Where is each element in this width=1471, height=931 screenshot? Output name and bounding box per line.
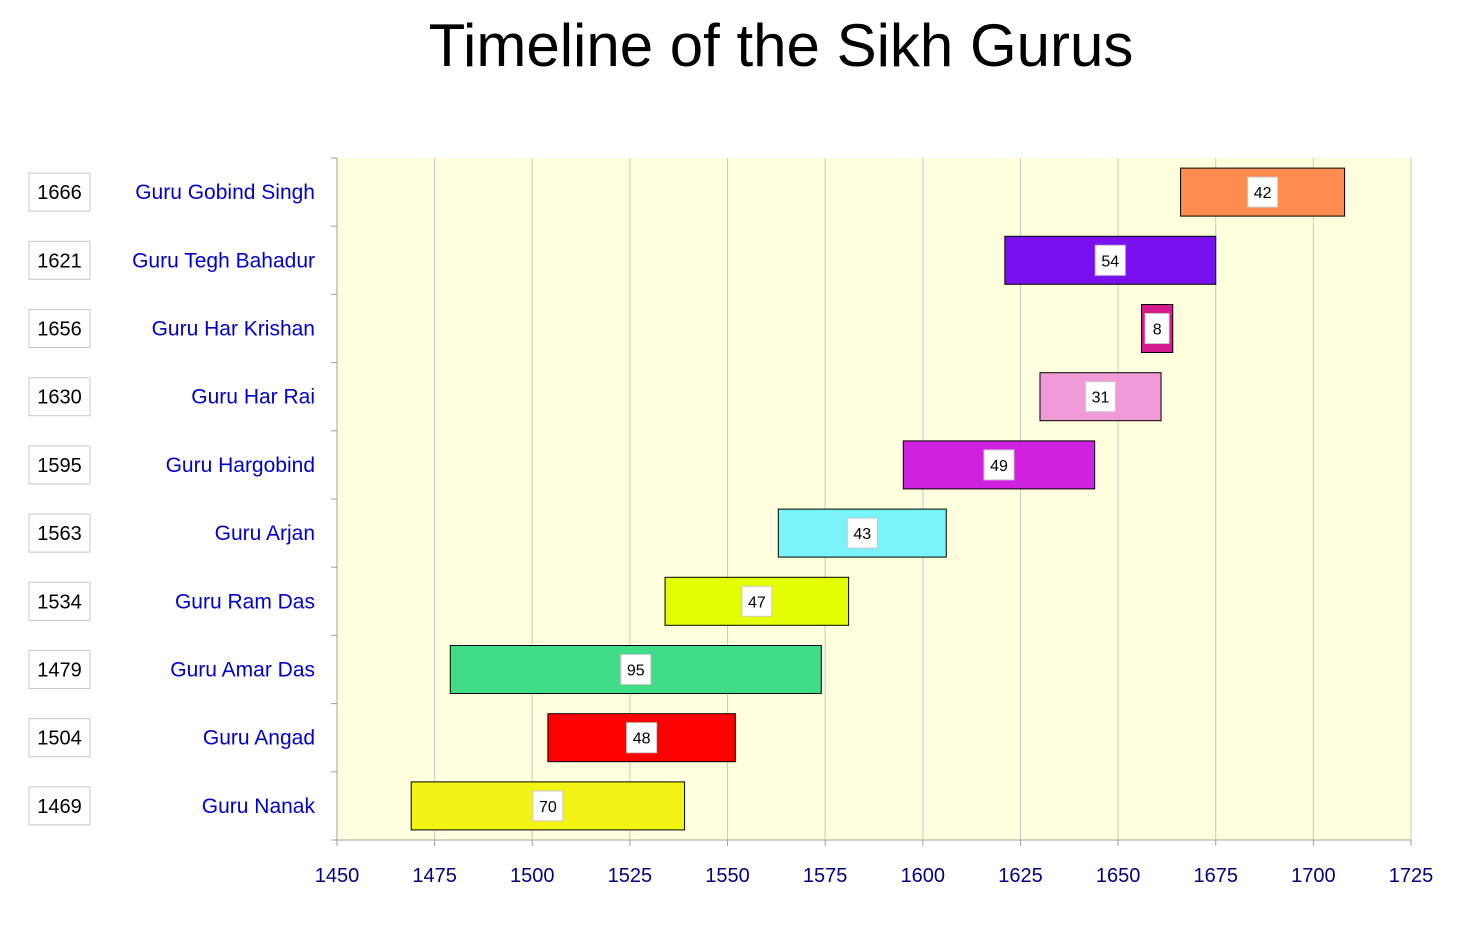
start-year-label: 1656 <box>37 319 82 341</box>
guru-name-label: Guru Amar Das <box>170 659 315 682</box>
duration-label: 8 <box>1153 322 1162 339</box>
duration-label-box <box>626 722 658 754</box>
start-year-box <box>28 240 91 280</box>
start-year-label: 1666 <box>37 182 82 204</box>
duration-label: 48 <box>633 731 651 748</box>
start-year-box <box>28 377 91 417</box>
duration-label: 70 <box>539 799 557 816</box>
x-tick-label: 1675 <box>1193 865 1238 887</box>
duration-label: 49 <box>990 458 1008 475</box>
guru-name-label: Guru Ram Das <box>175 590 315 613</box>
guru-name-label: Guru Tegh Bahadur <box>132 249 315 272</box>
start-year-label: 1563 <box>37 523 82 545</box>
start-year-box <box>28 513 91 553</box>
duration-label: 42 <box>1254 185 1272 202</box>
x-tick-label: 1625 <box>998 865 1043 887</box>
duration-label: 95 <box>627 663 645 680</box>
duration-label: 54 <box>1101 253 1119 270</box>
start-year-label: 1621 <box>37 250 82 272</box>
duration-label-box <box>532 790 564 822</box>
x-tick-label: 1650 <box>1096 865 1141 887</box>
duration-label-box <box>1144 313 1170 344</box>
x-tick-label: 1450 <box>315 865 360 887</box>
duration-label-box <box>983 449 1015 481</box>
guru-name-label: Guru Arjan <box>215 522 315 545</box>
axis-layer: 1450 1475 1500 1525 1550 1575 1600 1625 1650 1675… <box>315 157 1434 887</box>
start-year-label: 1479 <box>37 660 82 682</box>
x-tick-label: 1525 <box>608 865 653 887</box>
x-tick-label: 1475 <box>412 865 457 887</box>
x-tick-label: 1575 <box>803 865 848 887</box>
plot-background <box>337 158 1411 840</box>
guru-name-label: Guru Har Rai <box>191 386 315 409</box>
duration-label: 43 <box>853 526 871 543</box>
guru-name-label: Guru Hargobind <box>166 454 315 477</box>
duration-label-box <box>1085 381 1117 413</box>
start-year-box <box>28 718 91 758</box>
chart-title: Timeline of the Sikh Gurus <box>429 12 1134 79</box>
x-tick-label: 1725 <box>1389 865 1434 887</box>
start-year-label: 1534 <box>37 591 82 613</box>
bar-layer: 42 54 8 31 49 43 47 95 48 70 <box>410 167 1346 831</box>
guru-name-label: Guru Nanak <box>202 795 316 818</box>
duration-label-box <box>1247 176 1279 208</box>
start-year-box <box>28 172 91 212</box>
start-year-box <box>28 786 91 826</box>
start-year-box <box>28 650 91 689</box>
start-year-box <box>28 581 91 621</box>
duration-label: 47 <box>748 594 766 611</box>
duration-label-box <box>741 585 773 617</box>
guru-name-label: Guru Har Krishan <box>152 318 315 341</box>
x-tick-label: 1600 <box>901 865 946 887</box>
start-year-label: 1469 <box>37 796 82 818</box>
label-layer: 1666 Guru Gobind Singh 1621 Guru Tegh Bahad… <box>28 172 316 826</box>
duration-label-box <box>620 654 652 685</box>
duration-label-box <box>846 517 878 549</box>
start-year-label: 1595 <box>37 455 82 477</box>
start-year-box <box>28 445 91 485</box>
guru-name-label: Guru Gobind Singh <box>135 181 315 204</box>
duration-label-box <box>1094 244 1126 276</box>
bar <box>777 508 947 558</box>
x-tick-label: 1550 <box>705 865 750 887</box>
start-year-box <box>28 309 91 348</box>
guru-name-label: Guru Angad <box>203 727 315 750</box>
duration-label: 31 <box>1092 390 1110 407</box>
x-tick-label: 1700 <box>1291 865 1336 887</box>
x-tick-label: 1500 <box>510 865 555 887</box>
start-year-label: 1630 <box>37 387 82 409</box>
start-year-label: 1504 <box>37 728 82 750</box>
